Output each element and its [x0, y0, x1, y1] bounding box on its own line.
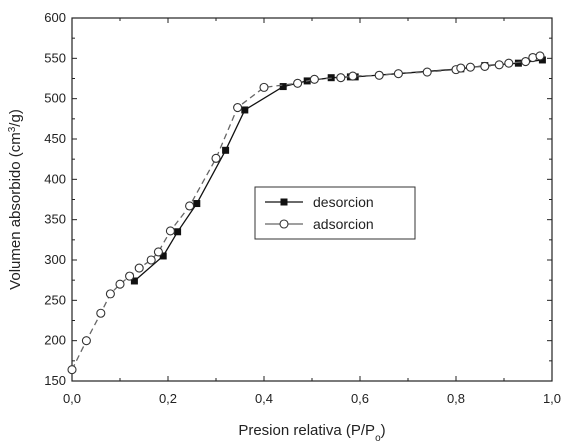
x-tick-label: 0,6 [351, 391, 369, 406]
y-tick-label: 350 [44, 212, 66, 227]
data-point-adsorcion [348, 71, 358, 81]
y-tick-label: 550 [44, 50, 66, 65]
data-point-adsorcion [422, 67, 432, 77]
y-tick-label: 500 [44, 91, 66, 106]
data-point-adsorcion [105, 289, 115, 299]
data-point-desorcion [174, 228, 182, 236]
y-tick-label: 300 [44, 252, 66, 267]
legend-marker-adsorcion [279, 219, 289, 229]
series-line-desorcion [133, 59, 543, 282]
data-point-desorcion [241, 106, 249, 114]
data-point-adsorcion [393, 69, 403, 79]
data-point-adsorcion [134, 263, 144, 273]
data-point-adsorcion [480, 61, 490, 71]
series-desorcion [130, 56, 546, 285]
x-axis-title-main: Presion relativa (P/P [238, 422, 375, 439]
y-tick-label: 600 [44, 10, 66, 25]
legend-box [254, 186, 416, 240]
y-tick-label: 150 [44, 373, 66, 388]
y-tick-label: 400 [44, 171, 66, 186]
x-tick-label: 0,8 [447, 391, 465, 406]
y-axis-title-close: /g) [7, 109, 24, 127]
data-point-adsorcion [165, 226, 175, 236]
data-point-adsorcion [211, 153, 221, 163]
data-point-desorcion [514, 59, 522, 67]
data-point-adsorcion [456, 63, 466, 73]
data-point-adsorcion [494, 60, 504, 70]
data-point-desorcion [193, 200, 201, 208]
y-axis-title-main: Volumen absorbido (cm [7, 132, 24, 290]
legend-label-adsorcion: adsorcion [313, 216, 374, 232]
data-point-adsorcion [293, 78, 303, 88]
data-point-adsorcion [96, 308, 106, 318]
data-point-adsorcion [67, 365, 77, 375]
legend-marker-desorcion [280, 198, 288, 206]
data-point-adsorcion [374, 70, 384, 80]
data-point-adsorcion [535, 51, 545, 61]
x-axis-title-close: ) [381, 422, 386, 439]
data-point-desorcion [538, 56, 546, 64]
data-point-desorcion [222, 146, 230, 154]
data-point-desorcion [279, 83, 287, 91]
legend-label-desorcion: desorcion [313, 194, 374, 210]
y-tick-label: 200 [44, 333, 66, 348]
x-tick-label: 0,4 [255, 391, 273, 406]
y-tick-label: 250 [44, 292, 66, 307]
x-tick-label: 0,0 [63, 391, 81, 406]
data-point-adsorcion [153, 247, 163, 257]
y-tick-label: 450 [44, 131, 66, 146]
y-axis-title: Volumen absorbido (cm3/g) [7, 109, 25, 290]
data-point-adsorcion [146, 255, 156, 265]
legend: desorcion adsorcion [254, 186, 416, 240]
data-point-adsorcion [521, 57, 531, 67]
data-point-adsorcion [81, 336, 91, 346]
data-point-adsorcion [185, 201, 195, 211]
data-point-adsorcion [125, 271, 135, 281]
data-point-adsorcion [336, 73, 346, 83]
series-adsorcion [67, 51, 545, 375]
data-point-adsorcion [528, 52, 538, 63]
y-axis-title-superscript: 3 [7, 126, 18, 132]
data-point-adsorcion [309, 74, 319, 84]
x-axis-ticks: 0,0 0,2 0,4 0,6 0,8 1,0 [63, 18, 561, 406]
series [67, 51, 546, 375]
x-tick-label: 1,0 [543, 391, 561, 406]
data-point-adsorcion [233, 102, 243, 113]
x-tick-label: 0,2 [159, 391, 177, 406]
data-point-adsorcion [504, 58, 514, 68]
y-axis-ticks: 150 200 250 300 350 400 450 500 550 600 [44, 10, 552, 388]
data-point-desorcion [159, 252, 167, 260]
data-point-adsorcion [465, 62, 475, 72]
data-point-adsorcion [115, 279, 125, 289]
x-axis-title-subscript: o [375, 433, 381, 443]
data-point-desorcion [130, 277, 138, 285]
data-point-adsorcion [259, 82, 269, 92]
x-axis-title: Presion relativa (P/Po) [238, 422, 385, 443]
